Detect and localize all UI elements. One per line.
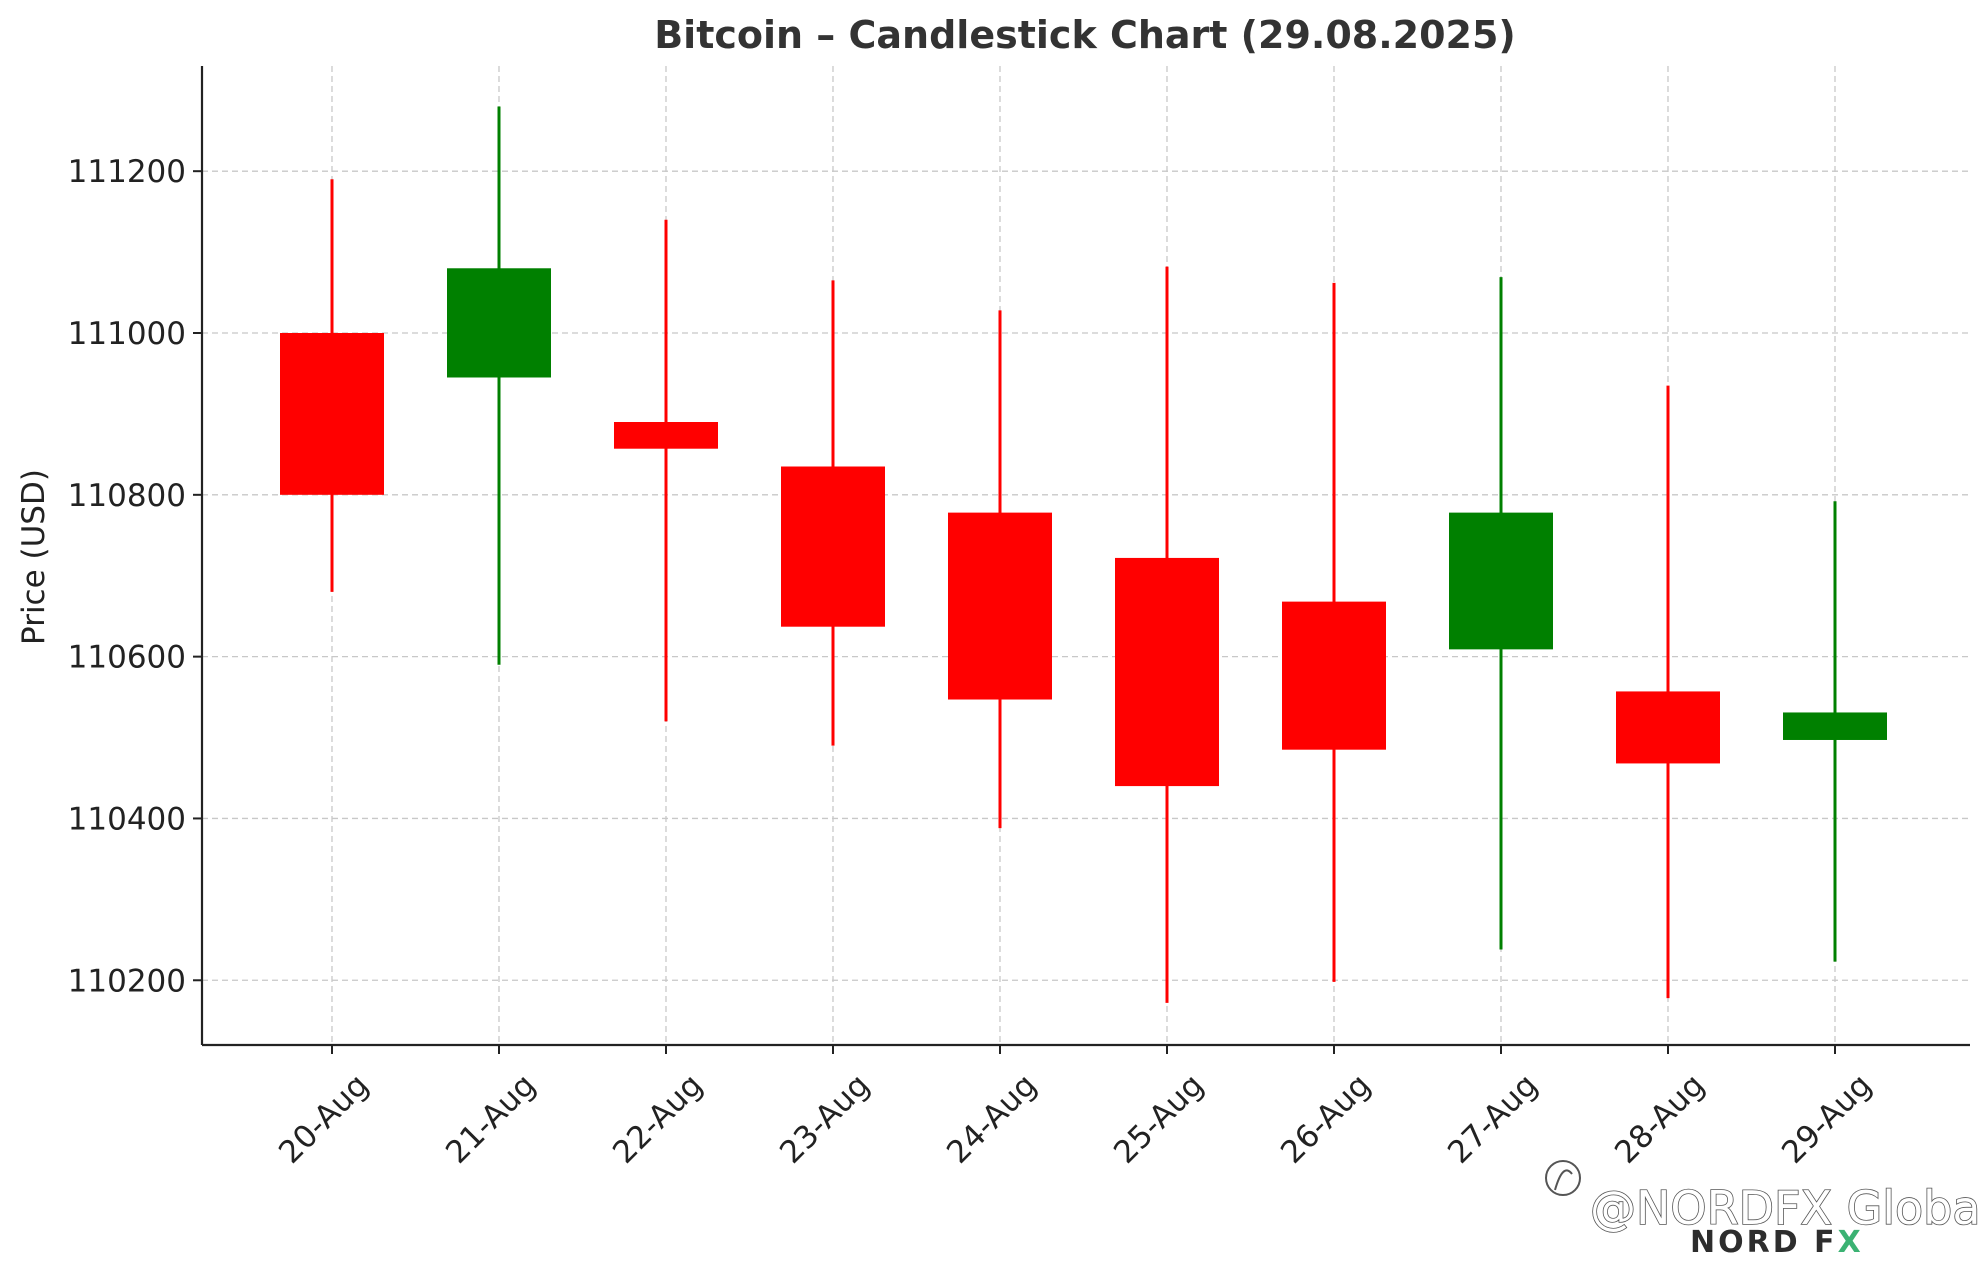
y-tick-label: 111000 [68,316,186,352]
y-tick-label: 111200 [68,154,186,190]
x-tick-label: 25-Aug [1107,1067,1211,1171]
candle-body [948,512,1052,700]
watermark-brand: NORD FX [1690,1225,1864,1260]
x-tick-label: 28-Aug [1608,1067,1712,1171]
candle-body [1449,512,1553,650]
x-tick-label: 26-Aug [1274,1067,1378,1171]
chart-title: Bitcoin – Candlestick Chart (29.08.2025) [654,13,1516,57]
x-tick-label: 20-Aug [272,1067,376,1171]
x-tick-label: 21-Aug [439,1067,543,1171]
candle-body [280,333,384,495]
grid-lines [202,66,1970,1045]
y-tick-label: 110200 [68,963,186,999]
watermark-handle: @NORDFX Global [1590,1181,1980,1235]
axes [193,66,1970,1054]
candle-body [1115,557,1219,787]
social-logo-icon [1545,1160,1581,1196]
y-axis-label: Price (USD) [16,469,52,645]
y-tick-label: 110800 [68,478,186,514]
x-tick-label: 29-Aug [1775,1067,1879,1171]
x-tick-label: 27-Aug [1441,1067,1545,1171]
watermark-brand-main: NORD F [1690,1225,1838,1260]
x-tick-label: 22-Aug [606,1067,710,1171]
candle-body [614,422,718,449]
candle-body [1282,601,1386,750]
y-tick-label: 110600 [68,640,186,676]
y-tick-labels: 110200 110400 110600 110800 111000 111200 [68,154,186,999]
candle-body [447,268,551,378]
candle-body [1783,712,1887,740]
candle-body [1616,691,1720,764]
candles [280,106,1887,1003]
watermark-brand-x: X [1838,1225,1864,1260]
x-tick-label: 23-Aug [773,1067,877,1171]
x-tick-label: 24-Aug [940,1067,1044,1171]
candle-body [781,466,885,627]
watermark: @NORDFX Global NORD FX [1545,1160,1980,1260]
y-tick-label: 110400 [68,801,186,837]
x-tick-labels: 20-Aug 21-Aug 22-Aug 23-Aug 24-Aug 25-Aug 26-A… [272,1067,1879,1171]
